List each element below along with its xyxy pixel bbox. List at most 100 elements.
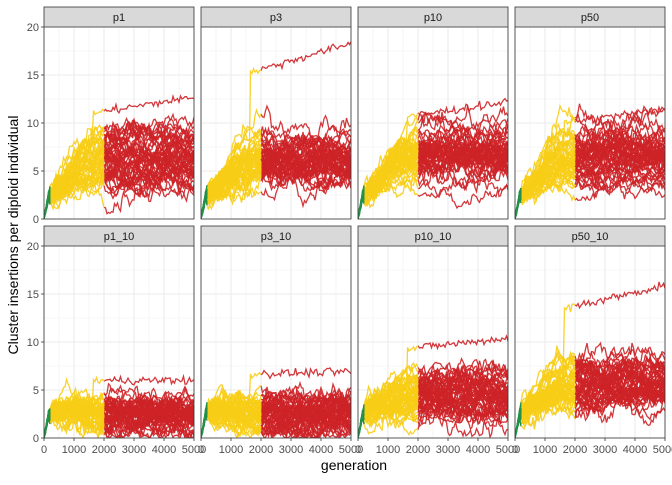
series-line-middle	[363, 365, 419, 416]
series-line-middle	[520, 391, 576, 411]
series-line-late	[574, 357, 665, 389]
panel-border	[514, 26, 666, 220]
series-line-late	[103, 158, 194, 180]
x-tick-label: 4000	[623, 444, 647, 456]
series-line-middle	[363, 403, 419, 429]
series-line-middle	[49, 126, 105, 200]
series-line-middle	[363, 135, 419, 202]
facet-strip-label: p1	[113, 12, 125, 24]
series-line-middle	[520, 170, 576, 202]
series-line-late	[260, 135, 351, 167]
series-line-late	[574, 128, 665, 162]
series-line-late	[260, 407, 351, 433]
series-line-late	[103, 373, 194, 386]
y-tick-label: 5	[33, 166, 39, 178]
series-line-late	[417, 125, 508, 154]
series-lines	[515, 103, 665, 219]
series-lines	[44, 373, 194, 438]
series-line-late	[417, 134, 508, 157]
series-line-late	[574, 375, 665, 424]
x-tick-label: 5000	[182, 444, 206, 456]
series-line-late	[260, 402, 351, 426]
series-line-late	[417, 155, 508, 173]
x-tick-label: 3000	[593, 444, 617, 456]
x-tick-label: 4000	[309, 444, 333, 456]
series-line-middle	[49, 404, 105, 427]
series-line-early	[201, 402, 208, 436]
y-tick-label: 20	[27, 241, 39, 253]
facet-strip-label: p1_10	[104, 231, 135, 243]
series-line-middle	[363, 361, 419, 420]
series-line-middle	[206, 396, 262, 421]
facet-strip-label: p50	[581, 12, 599, 24]
series-line-late	[574, 178, 665, 202]
series-line-late	[417, 373, 508, 399]
series-lines	[358, 97, 508, 219]
series-line-late	[574, 157, 665, 183]
panel-p50_10: p50_10 0 1000 2000 3000 4000 5000	[512, 225, 672, 456]
x-axis-title: generation	[321, 457, 387, 473]
series-line-late	[417, 128, 508, 149]
panel-border	[200, 245, 352, 439]
x-tick-label: 4000	[466, 444, 490, 456]
series-line-late	[103, 126, 194, 161]
series-line-middle	[363, 156, 419, 195]
series-line-late	[417, 97, 508, 116]
series-line-late	[574, 360, 665, 407]
series-line-late	[260, 137, 351, 164]
series-line-late	[103, 171, 194, 193]
series-line-middle	[363, 143, 419, 196]
y-tick-label: 10	[27, 337, 39, 349]
y-tick-label: 5	[33, 385, 39, 397]
x-tick-label: 1000	[62, 444, 86, 456]
panel-border	[357, 245, 509, 439]
series-line-late	[574, 174, 665, 200]
series-line-late	[574, 131, 665, 160]
x-tick-label: 5000	[339, 444, 363, 456]
series-line-late	[104, 118, 194, 152]
x-tick-label: 3000	[122, 444, 146, 456]
x-tick-label: 0	[198, 444, 204, 456]
series-lines	[201, 366, 351, 438]
panel-border	[357, 26, 509, 220]
y-axis-title: Cluster insertions per diploid individua…	[5, 116, 21, 355]
series-line-late	[417, 363, 508, 400]
x-tick-label: 1000	[219, 444, 243, 456]
series-line-late	[260, 130, 351, 165]
x-tick-label: 3000	[436, 444, 460, 456]
series-line-late	[574, 172, 665, 191]
panel-p3: p3	[200, 6, 352, 220]
y-tick-label: 0	[33, 433, 39, 445]
x-tick-label: 2000	[563, 444, 587, 456]
y-tick-label: 15	[27, 289, 39, 301]
series-line-late	[260, 167, 351, 190]
series-line-late	[417, 367, 508, 406]
facet-strip-label: p10_10	[415, 231, 452, 243]
series-line-early	[44, 190, 51, 219]
series-line-late	[417, 150, 508, 176]
series-line-middle	[49, 128, 105, 198]
x-tick-label: 2000	[249, 444, 273, 456]
series-line-late	[574, 376, 665, 397]
series-line-late	[417, 334, 508, 351]
facet-strip-label: p3_10	[261, 231, 292, 243]
series-line-middle	[49, 126, 105, 194]
y-tick-label: 0	[33, 214, 39, 226]
x-tick-label: 5000	[496, 444, 520, 456]
x-tick-label: 0	[512, 444, 518, 456]
series-line-late	[417, 181, 508, 210]
panel-p50: p50	[514, 6, 666, 220]
series-line-late	[260, 122, 351, 145]
series-line-middle	[206, 400, 262, 431]
series-line-late	[103, 410, 194, 431]
series-lines	[44, 93, 194, 219]
series-line-late	[260, 366, 351, 380]
series-line-late	[574, 138, 665, 169]
series-line-late	[417, 373, 508, 395]
x-tick-label: 2000	[92, 444, 116, 456]
series-line-middle	[49, 131, 105, 201]
series-line-middle	[520, 375, 576, 417]
series-line-middle	[206, 385, 262, 418]
x-tick-label: 2000	[406, 444, 430, 456]
